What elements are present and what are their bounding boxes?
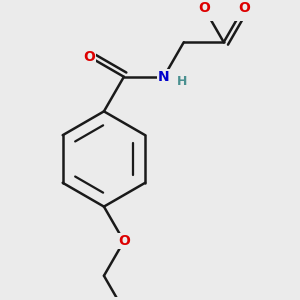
Text: O: O — [238, 1, 250, 15]
Text: O: O — [198, 1, 210, 15]
Text: O: O — [83, 50, 95, 64]
Text: N: N — [158, 70, 169, 84]
Text: O: O — [118, 234, 130, 248]
Text: H: H — [177, 75, 188, 88]
